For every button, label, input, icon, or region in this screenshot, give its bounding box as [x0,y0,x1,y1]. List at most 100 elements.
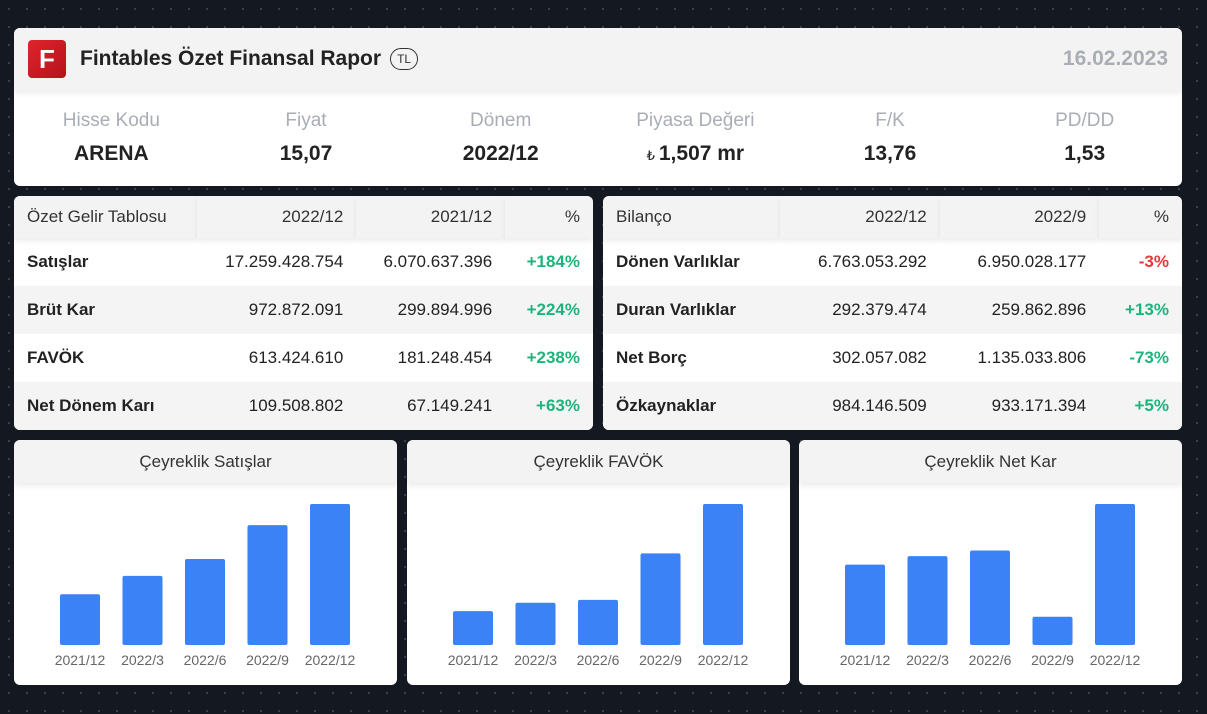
previous-value: 933.171.394 [939,382,1100,430]
metric-price: Fiyat 15,07 [209,110,404,166]
x-tick-label: 2022/3 [906,652,949,668]
previous-value: 299.894.996 [356,286,506,334]
change-percent: +13% [1099,286,1182,334]
market-cap-value: 1,507 mr [658,142,745,165]
current-value: 6.763.053.292 [818,252,927,271]
row-label: Duran Varlıklar [603,286,781,334]
column-header: % [1099,196,1182,238]
column-header: Bilanço [603,196,781,238]
metric-label: F/K [875,110,905,131]
column-header: 2021/12 [356,196,506,238]
table-header-row: Bilanço 2022/12 2022/9 % [603,196,1182,238]
balance-sheet-card: Bilanço 2022/12 2022/9 % Dönen Varlıklar… [603,196,1182,430]
column-header: 2022/12 [196,196,357,238]
metric-label: Piyasa Değeri [636,110,755,131]
x-tick-label: 2021/12 [840,652,891,668]
x-tick-label: 2022/12 [1090,652,1141,668]
x-tick-label: 2022/6 [969,652,1012,668]
change-percent: +184% [526,252,580,271]
quarterly-favok-chart: 2021/12 2022/3 2022/6 2022/9 2022/12 [448,504,749,668]
current-value: 302.057.082 [832,348,927,367]
metric-market-cap: Piyasa Değeri ₺ 1,507 mr [598,110,793,166]
chart-bar-2022-9 [640,553,681,645]
previous-value: 1.135.033.806 [977,348,1087,367]
chart-bar-2021-12 [60,594,100,645]
chart-bar-2022-3 [122,575,163,645]
metric-value: ARENA [74,142,149,165]
table-row: Duran Varlıklar 292.379.474 259.862.896 … [603,286,1182,334]
metric-label: Dönem [470,110,532,131]
current-value: 972.872.091 [196,286,357,334]
x-tick-label: 2021/12 [55,652,106,668]
column-header: 2022/9 [939,196,1100,238]
chart-bar-2022-6 [578,599,618,645]
row-label: FAVÖK [27,348,85,367]
table-row: FAVÖK 613.424.610 181.248.454 +238% [14,334,593,382]
report-title: Fintables Özet Finansal Rapor [80,47,382,70]
previous-value: 6.950.028.177 [977,252,1087,271]
report-header: F Fintables Özet Finansal Rapor TL 16.02… [14,28,1182,90]
metric-period: Dönem 2022/12 [403,110,598,166]
previous-value: 259.862.896 [939,286,1100,334]
currency-badge: TL [390,48,419,70]
current-value: 984.146.509 [780,382,940,430]
column-header: 2022/12 [780,196,940,238]
chart-bar-2022-9 [1032,616,1073,645]
chart-title: Çeyreklik Net Kar [799,440,1182,483]
quarterly-net-profit-chart-card: Çeyreklik Net Kar 2021/12 2022/3 2022/6 202… [799,440,1182,685]
chart-bar-2021-12 [845,564,885,645]
x-tick-label: 2021/12 [448,652,499,668]
lira-icon: ₺ [646,148,655,163]
income-statement-card: Özet Gelir Tablosu 2022/12 2021/12 % Sat… [14,196,593,430]
change-percent: -3% [1138,252,1169,271]
metric-value: ₺ 1,507 mr [598,142,793,166]
x-tick-label: 2022/6 [184,652,227,668]
chart-bar-2021-12 [453,611,493,645]
metric-label: PD/DD [1055,110,1115,131]
table-row: Özkaynaklar 984.146.509 933.171.394 +5% [603,382,1182,430]
summary-card: F Fintables Özet Finansal Rapor TL 16.02… [14,28,1182,186]
column-header: % [505,196,593,238]
table-row: Net Dönem Karı 109.508.802 67.149.241 +6… [14,382,593,430]
x-tick-label: 2022/12 [305,652,356,668]
balance-sheet-table: Bilanço 2022/12 2022/9 % Dönen Varlıklar… [603,196,1182,430]
quarterly-sales-chart-card: Çeyreklik Satışlar 2021/12 2022/3 2022/6 20… [14,440,397,685]
x-tick-label: 2022/9 [639,652,682,668]
metric-label: Fiyat [285,110,327,131]
chart-title: Çeyreklik Satışlar [14,440,397,483]
metric-label: Hisse Kodu [62,110,160,131]
table-header-row: Özet Gelir Tablosu 2022/12 2021/12 % [14,196,593,238]
x-tick-label: 2022/6 [577,652,620,668]
metric-ticker: Hisse Kodu ARENA [14,110,209,166]
previous-value: 181.248.454 [397,348,493,367]
current-value: 292.379.474 [780,286,940,334]
x-tick-label: 2022/9 [246,652,289,668]
previous-value: 6.070.637.396 [383,252,493,271]
chart-bar-2022-3 [515,602,556,645]
quarterly-net-profit-chart: 2021/12 2022/3 2022/6 2022/9 2022/12 [840,504,1141,668]
change-percent: +63% [505,382,593,430]
x-tick-label: 2022/3 [121,652,164,668]
metric-value: 15,07 [279,142,333,165]
chart-title: Çeyreklik FAVÖK [407,440,790,483]
quarterly-favok-chart-card: Çeyreklik FAVÖK 2021/12 2022/3 2022/6 2022/… [407,440,790,685]
table-row: Dönen Varlıklar 6.763.053.292 6.950.028.… [603,238,1182,286]
chart-bar-2022-6 [970,550,1010,645]
metric-value: 13,76 [863,142,917,165]
row-label: Net Dönem Karı [14,382,197,430]
table-row: Net Borç 302.057.082 1.135.033.806 -73% [603,334,1182,382]
chart-bar-2022-12 [310,504,350,645]
row-label: Satışlar [27,252,89,271]
current-value: 613.424.610 [248,348,344,367]
metric-pe: F/K 13,76 [793,110,988,166]
report-date: 16.02.2023 [1062,47,1168,70]
metric-value: 2022/12 [462,142,539,165]
row-label: Net Borç [616,348,687,367]
table-row: Brüt Kar 972.872.091 299.894.996 +224% [14,286,593,334]
table-row: Satışlar 17.259.428.754 6.070.637.396 +1… [14,238,593,286]
current-value: 109.508.802 [196,382,357,430]
chart-bar-2022-12 [1095,504,1135,645]
key-metrics: Hisse Kodu ARENA Fiyat 15,07 Dönem 2022/… [14,90,1182,186]
change-percent: +224% [505,286,593,334]
row-label: Brüt Kar [14,286,197,334]
